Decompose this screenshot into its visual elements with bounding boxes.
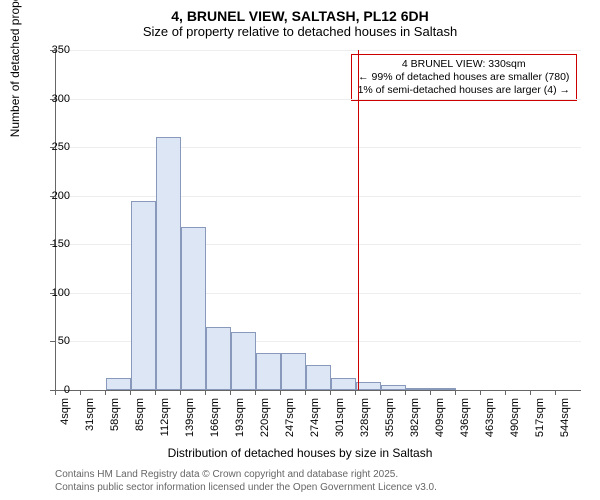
x-tick-mark bbox=[230, 390, 231, 395]
x-tick-label: 328sqm bbox=[359, 398, 371, 438]
y-tick-mark bbox=[50, 99, 55, 100]
y-tick-mark bbox=[50, 196, 55, 197]
x-tick-label: 85sqm bbox=[134, 398, 146, 438]
chart-title-sub: Size of property relative to detached ho… bbox=[0, 24, 600, 43]
y-tick-label: 50 bbox=[40, 335, 70, 347]
histogram-bar bbox=[256, 353, 281, 390]
x-tick-label: 463sqm bbox=[484, 398, 496, 438]
histogram-bar bbox=[131, 201, 156, 390]
callout-line1: 4 BRUNEL VIEW: 330sqm bbox=[358, 58, 570, 71]
histogram-bar bbox=[231, 332, 256, 390]
x-tick-mark bbox=[455, 390, 456, 395]
x-tick-label: 247sqm bbox=[284, 398, 296, 438]
x-tick-label: 166sqm bbox=[209, 398, 221, 438]
x-tick-label: 58sqm bbox=[109, 398, 121, 438]
x-tick-mark bbox=[130, 390, 131, 395]
histogram-bar bbox=[381, 385, 406, 390]
y-tick-mark bbox=[50, 244, 55, 245]
callout-line3: 1% of semi-detached houses are larger (4… bbox=[358, 84, 570, 97]
y-tick-label: 100 bbox=[40, 287, 70, 299]
chart-container: 4, BRUNEL VIEW, SALTASH, PL12 6DH Size o… bbox=[0, 0, 600, 500]
footer-text: Contains HM Land Registry data © Crown c… bbox=[55, 468, 437, 494]
y-tick-mark bbox=[50, 293, 55, 294]
y-tick-mark bbox=[50, 147, 55, 148]
y-tick-mark bbox=[50, 50, 55, 51]
x-tick-mark bbox=[205, 390, 206, 395]
x-tick-mark bbox=[305, 390, 306, 395]
footer-line1: Contains HM Land Registry data © Crown c… bbox=[55, 468, 437, 481]
x-tick-label: 517sqm bbox=[534, 398, 546, 438]
y-axis-label: Number of detached properties bbox=[8, 0, 22, 137]
x-tick-label: 139sqm bbox=[184, 398, 196, 438]
gridline bbox=[56, 50, 581, 51]
y-tick-label: 250 bbox=[40, 141, 70, 153]
x-tick-mark bbox=[430, 390, 431, 395]
histogram-bar bbox=[106, 378, 131, 390]
x-tick-label: 301sqm bbox=[334, 398, 346, 438]
gridline bbox=[56, 147, 581, 148]
x-tick-mark bbox=[280, 390, 281, 395]
x-tick-mark bbox=[480, 390, 481, 395]
x-tick-label: 355sqm bbox=[384, 398, 396, 438]
histogram-bar bbox=[206, 327, 231, 390]
gridline bbox=[56, 99, 581, 100]
x-tick-mark bbox=[155, 390, 156, 395]
x-tick-mark bbox=[505, 390, 506, 395]
callout-box: 4 BRUNEL VIEW: 330sqm ← 99% of detached … bbox=[351, 54, 577, 101]
x-tick-mark bbox=[405, 390, 406, 395]
x-tick-mark bbox=[530, 390, 531, 395]
x-tick-mark bbox=[55, 390, 56, 395]
x-tick-label: 193sqm bbox=[234, 398, 246, 438]
histogram-bar bbox=[281, 353, 306, 390]
x-tick-label: 4sqm bbox=[59, 398, 71, 438]
histogram-bar bbox=[431, 388, 456, 390]
y-tick-label: 150 bbox=[40, 238, 70, 250]
marker-line bbox=[358, 50, 359, 390]
x-tick-label: 409sqm bbox=[434, 398, 446, 438]
y-tick-label: 350 bbox=[40, 44, 70, 56]
callout-line2: ← 99% of detached houses are smaller (78… bbox=[358, 71, 570, 84]
x-tick-mark bbox=[255, 390, 256, 395]
x-axis-label: Distribution of detached houses by size … bbox=[0, 446, 600, 460]
y-tick-mark bbox=[50, 341, 55, 342]
histogram-bar bbox=[406, 388, 431, 390]
x-tick-label: 220sqm bbox=[259, 398, 271, 438]
histogram-bar bbox=[156, 137, 181, 390]
x-tick-label: 544sqm bbox=[559, 398, 571, 438]
histogram-bar bbox=[331, 378, 356, 390]
y-tick-label: 300 bbox=[40, 93, 70, 105]
x-tick-mark bbox=[180, 390, 181, 395]
chart-title-main: 4, BRUNEL VIEW, SALTASH, PL12 6DH bbox=[0, 0, 600, 24]
x-tick-label: 274sqm bbox=[309, 398, 321, 438]
footer-line2: Contains public sector information licen… bbox=[55, 481, 437, 494]
x-tick-label: 112sqm bbox=[159, 398, 171, 438]
x-tick-mark bbox=[355, 390, 356, 395]
histogram-bar bbox=[356, 382, 381, 390]
x-tick-mark bbox=[555, 390, 556, 395]
x-tick-label: 382sqm bbox=[409, 398, 421, 438]
x-tick-mark bbox=[380, 390, 381, 395]
histogram-bar bbox=[306, 365, 331, 390]
gridline bbox=[56, 196, 581, 197]
x-tick-label: 436sqm bbox=[459, 398, 471, 438]
plot-area: 4 BRUNEL VIEW: 330sqm ← 99% of detached … bbox=[55, 50, 581, 391]
histogram-bar bbox=[181, 227, 206, 390]
x-tick-label: 31sqm bbox=[84, 398, 96, 438]
x-tick-mark bbox=[105, 390, 106, 395]
x-tick-mark bbox=[80, 390, 81, 395]
y-tick-label: 200 bbox=[40, 190, 70, 202]
x-tick-label: 490sqm bbox=[509, 398, 521, 438]
x-tick-mark bbox=[330, 390, 331, 395]
